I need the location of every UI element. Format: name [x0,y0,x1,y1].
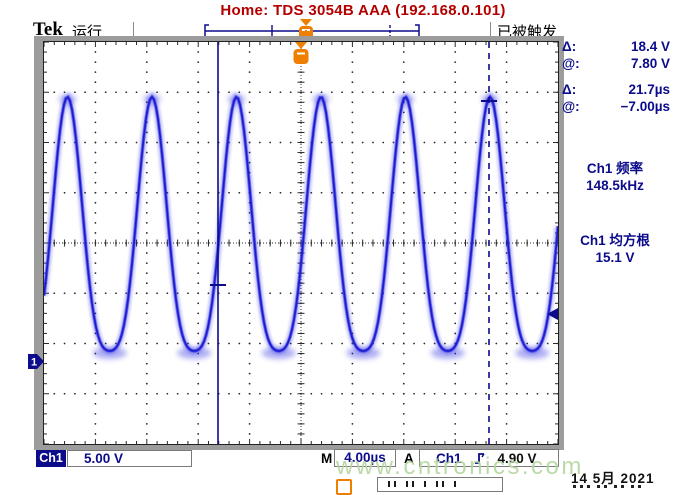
at-label: @: [562,56,580,71]
delta-v-value: 18.4 V [630,39,670,54]
clipped-timestamp [573,485,663,488]
clipped-trigger-icon [336,479,352,495]
waveform-trace [44,95,558,352]
measurement-frequency-name: Ch1 频率 [586,161,644,176]
channel1-scale-box: 5.00 V [67,450,192,467]
delta-label-2: Δ: [562,82,577,97]
graticule-canvas [44,42,558,444]
timebase-m-label: M [321,451,333,466]
channel1-marker-label: 1 [31,357,37,369]
toolbar-divider-right [490,22,491,40]
graticule-frame [34,36,564,450]
at-label-2: @: [562,99,580,114]
trigger-marker-triangle [295,42,307,49]
cursor-readout: Δ: 18.4 V @: 7.80 V Δ: 21.7µs @: −7.00µs [562,38,670,115]
page-title: Home: TDS 3054B AAA (192.168.0.101) [220,2,506,19]
trigger-source: Ch1 [436,450,462,466]
delta-t-value: 21.7µs [628,82,670,97]
at-t-value: −7.00µs [620,99,670,114]
measurement-rms-name: Ch1 均方根 [580,233,650,248]
channel1-ground-marker-icon: 1 [28,354,44,369]
watermark: www.cntronics.com [336,453,584,480]
tek-logo: Tek [33,19,63,40]
measurement-frequency: Ch1 频率 148.5kHz [558,160,672,194]
cursor-delta-t-row: Δ: 21.7µs [562,81,670,98]
trigger-level-arrow-icon [547,308,558,320]
trigger-marker-flag-icon [293,49,309,64]
trigger-a-label: A [404,451,414,466]
delta-label: Δ: [562,39,577,54]
measurement-rms-value: 15.1 V [595,250,635,265]
timebase-value-box: 4.00µs [334,449,396,467]
waveform-display [43,41,559,445]
measurement-frequency-value: 148.5kHz [586,178,644,193]
date-stamp: 14 5月 2021 [571,471,655,486]
cursor-at-v-row: @: 7.80 V [562,55,670,72]
cursor-at-t-row: @: −7.00µs [562,98,670,115]
toolbar-divider [133,22,134,40]
trigger-level-value: 4.90 V [497,450,537,466]
rising-edge-icon [474,452,485,464]
trigger-readout-box: Ch1 4.90 V [419,449,559,467]
measurement-rms: Ch1 均方根 15.1 V [558,232,672,266]
channel1-badge: Ch1 [36,450,66,467]
cursor-delta-v-row: Δ: 18.4 V [562,38,670,55]
at-v-value: 7.80 V [630,56,670,71]
